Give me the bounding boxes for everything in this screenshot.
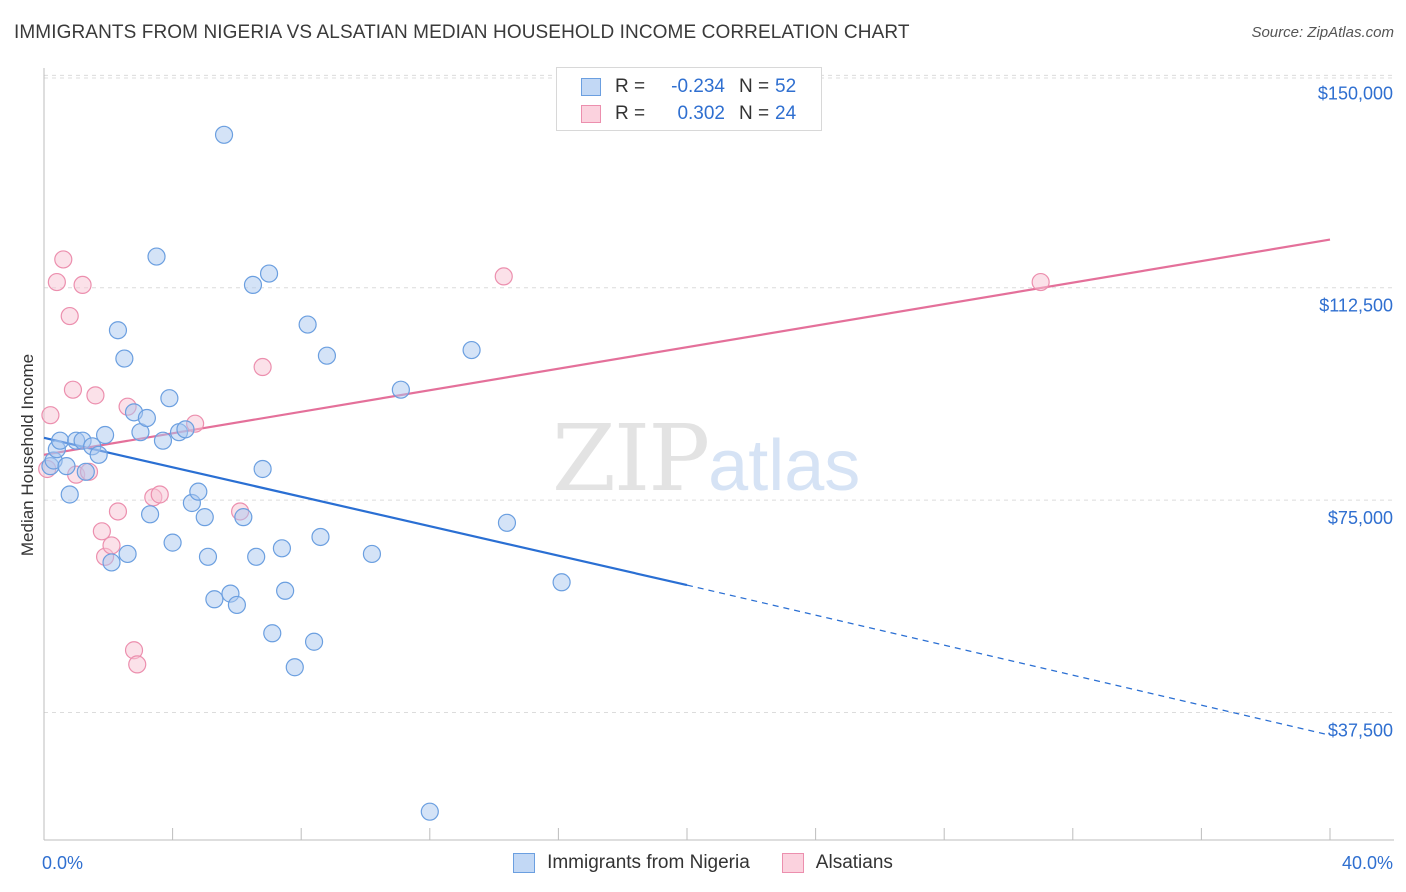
stats-legend: R = -0.234 N = 52 R = 0.302 N = 24: [556, 67, 822, 131]
point-nigeria: [214, 125, 234, 144]
x-tick-label-min: 0.0%: [42, 853, 83, 873]
point-alsatian: [63, 380, 83, 399]
point-nigeria: [89, 445, 108, 464]
point-alsatian: [108, 502, 128, 521]
series-legend-nigeria[interactable]: Immigrants from Nigeria: [513, 852, 750, 874]
point-nigeria: [76, 462, 95, 481]
point-nigeria: [147, 247, 166, 266]
point-nigeria: [253, 459, 272, 479]
point-alsatian: [494, 267, 513, 286]
legend-swatch-alsatian: [581, 105, 601, 123]
legend-r-value: 0.302: [677, 103, 725, 124]
legend-r-label: R =: [615, 76, 646, 97]
point-alsatian: [128, 655, 147, 674]
legend-row-alsatian: R = 0.302 N = 24: [581, 101, 796, 127]
point-nigeria: [311, 527, 330, 547]
legend-n-value: 24: [775, 103, 797, 124]
point-nigeria: [205, 590, 224, 609]
grid-lines: [44, 74, 1394, 714]
point-nigeria: [57, 457, 76, 476]
point-alsatian: [92, 522, 111, 541]
legend-n-label: N =: [739, 103, 770, 124]
legend-n-value: 52: [775, 76, 797, 97]
point-nigeria: [552, 573, 571, 592]
data-points: [38, 125, 1050, 821]
point-nigeria: [163, 533, 182, 552]
point-nigeria: [160, 389, 179, 408]
tick-labels: $37,500 $75,000 $112,500 $150,000 0.0% 40.0%: [42, 83, 1393, 873]
point-nigeria: [198, 547, 218, 566]
point-nigeria: [362, 544, 382, 564]
point-nigeria: [276, 581, 295, 600]
y-tick-label: $37,500: [1328, 721, 1393, 741]
point-nigeria: [247, 547, 266, 566]
point-nigeria: [497, 513, 517, 532]
legend-r-value: -0.234: [671, 76, 725, 97]
point-alsatian: [54, 250, 73, 269]
point-nigeria: [285, 658, 304, 677]
point-alsatian: [150, 485, 169, 504]
point-nigeria: [298, 315, 317, 334]
series-label-nigeria: Immigrants from Nigeria: [547, 852, 750, 873]
trend-line-extension-0: [686, 584, 1331, 736]
point-nigeria: [234, 508, 253, 527]
point-nigeria: [176, 420, 195, 439]
series-legend-alsatians[interactable]: Alsatians: [781, 852, 893, 874]
point-nigeria: [189, 482, 208, 501]
point-nigeria: [153, 431, 173, 450]
point-nigeria: [317, 346, 337, 365]
point-nigeria: [50, 431, 70, 450]
point-alsatian: [102, 536, 121, 555]
series-swatch-nigeria: [513, 853, 536, 873]
legend-row-nigeria: R = -0.234 N = 52: [581, 74, 796, 100]
y-tick-label: $112,500: [1319, 296, 1393, 316]
point-nigeria: [95, 425, 115, 445]
point-nigeria: [195, 508, 214, 527]
point-nigeria: [272, 539, 292, 558]
x-tick-label-max: 40.0%: [1342, 853, 1393, 873]
point-alsatian: [86, 386, 105, 405]
point-nigeria: [102, 553, 121, 572]
point-alsatian: [47, 272, 66, 292]
point-alsatian: [60, 306, 79, 326]
point-nigeria: [115, 349, 134, 368]
trend-line-0: [43, 436, 688, 587]
legend-swatch-nigeria: [581, 78, 601, 96]
axes: [43, 68, 1394, 841]
trend-lines: [43, 238, 1331, 736]
point-alsatian: [1031, 272, 1050, 292]
point-alsatian: [253, 357, 272, 377]
legend-n-label: N =: [739, 76, 770, 97]
source-credit: Source: ZipAtlas.com: [1251, 24, 1394, 41]
y-tick-label: $75,000: [1328, 508, 1393, 528]
trend-line-1: [43, 238, 1331, 456]
point-nigeria: [263, 624, 282, 643]
point-nigeria: [118, 544, 137, 564]
series-legend: Immigrants from Nigeria Alsatians: [0, 852, 1406, 874]
series-label-alsatians: Alsatians: [815, 852, 893, 873]
legend-r-label: R =: [615, 103, 646, 124]
chart-title: IMMIGRANTS FROM NIGERIA VS ALSATIAN MEDI…: [14, 22, 910, 43]
point-nigeria: [420, 802, 439, 821]
point-nigeria: [304, 632, 324, 651]
y-tick-label: $150,000: [1318, 83, 1393, 103]
point-alsatian: [41, 406, 60, 425]
point-alsatian: [73, 275, 92, 295]
point-nigeria: [243, 275, 263, 295]
series-swatch-alsatians: [781, 853, 804, 873]
point-nigeria: [108, 321, 128, 340]
point-nigeria: [391, 380, 410, 399]
point-nigeria: [462, 340, 481, 360]
point-nigeria: [259, 264, 279, 283]
point-nigeria: [140, 505, 160, 524]
point-nigeria: [227, 595, 246, 615]
point-nigeria: [60, 485, 79, 504]
point-nigeria: [137, 408, 156, 428]
